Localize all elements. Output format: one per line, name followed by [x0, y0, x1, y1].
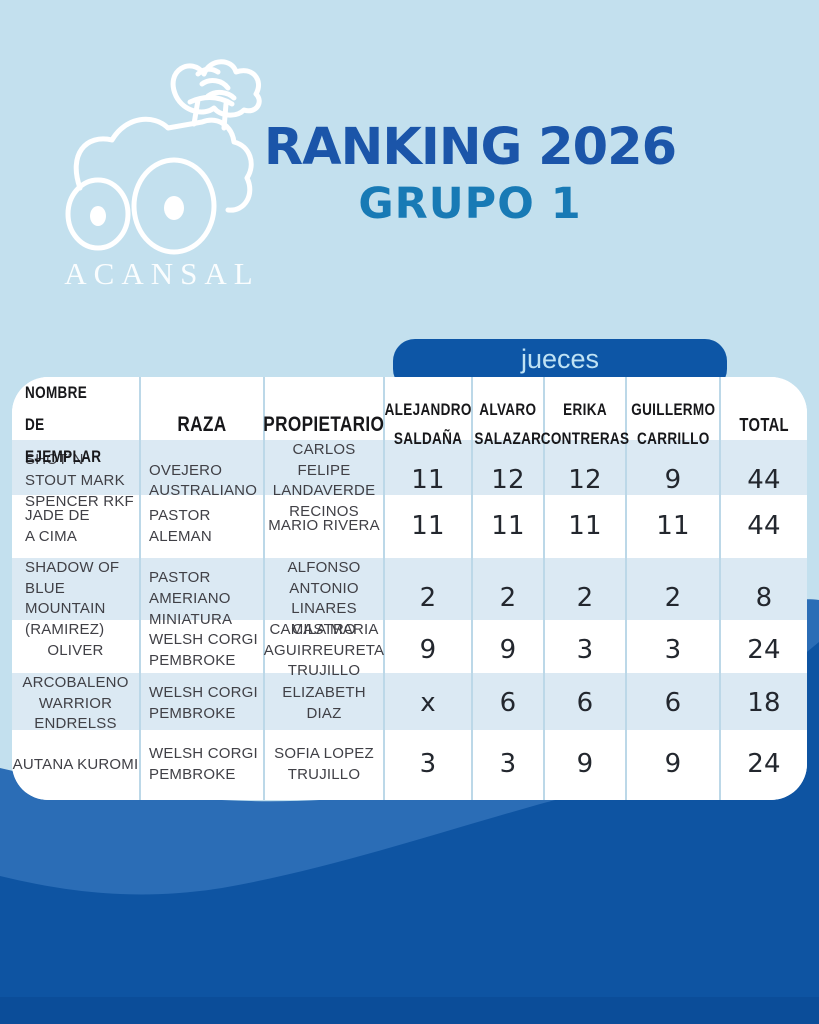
cell-breed: OVEJERO AUSTRALIANO: [141, 440, 265, 523]
cell-score-judge-2: 9: [473, 620, 545, 683]
col-header-total: TOTAL: [739, 414, 789, 435]
col-header-nombre: NOMBRE DE EJEMPLAR: [12, 377, 141, 474]
title-block: RANKING 2026 GRUPO 1: [250, 118, 690, 229]
cell-total: 24: [747, 749, 781, 780]
col-header-judge-2: ALVARO SALAZAR: [473, 377, 545, 474]
cell-total: 18: [747, 688, 781, 719]
page-subtitle: GRUPO 1: [358, 179, 582, 229]
cell-score-judge-1: x: [385, 673, 473, 736]
col-header-judge-4: GUILLERMO CARRILLO: [627, 377, 721, 474]
table-row: ARCOBALENO WARRIOR ENDRELSS WELSH CORGI …: [12, 673, 807, 736]
cell-name: AUTANA KUROMI: [12, 730, 141, 800]
ranking-table: NOMBRE DE EJEMPLAR RAZA PROPIETARIO ALEJ…: [12, 377, 807, 800]
cell-score-judge-4: 9: [627, 730, 721, 800]
table-row: OLIVER WELSH CORGI PEMBROKE CAMILA MARIA…: [12, 620, 807, 683]
cell-score-judge-4: 2: [627, 558, 721, 641]
cell-name: ARCOBALENO WARRIOR ENDRELSS: [12, 673, 141, 736]
cell-name: SHADOW OF BLUE MOUNTAIN (RAMIREZ): [12, 558, 141, 641]
cell-total: 44: [747, 465, 781, 496]
cell-score-judge-1: 2: [385, 558, 473, 641]
judges-group-label: jueces: [520, 344, 600, 374]
cell-owner: SOFIA LOPEZ TRUJILLO: [265, 730, 385, 800]
cell-score-judge-3: 11: [545, 495, 627, 558]
cell-score-judge-3: 12: [545, 440, 627, 523]
cell-name: JADE DE A CIMA: [12, 495, 141, 558]
table-row: SHADOW OF BLUE MOUNTAIN (RAMIREZ) PASTOR…: [12, 558, 807, 641]
cell-score-judge-4: 6: [627, 673, 721, 736]
cell-breed: WELSH CORGI PEMBROKE: [141, 730, 265, 800]
cell-score-judge-1: 11: [385, 440, 473, 523]
col-header-raza: RAZA: [141, 377, 265, 474]
cell-breed: WELSH CORGI PEMBROKE: [141, 673, 265, 736]
cell-owner: MARIO RIVERA: [265, 495, 385, 558]
cell-score-judge-1: 11: [385, 495, 473, 558]
cell-total: 44: [747, 510, 781, 541]
cell-score-judge-3: 9: [545, 730, 627, 800]
page-title: RANKING 2026: [263, 118, 677, 177]
cell-owner: ELIZABETH DIAZ: [265, 673, 385, 736]
cell-owner: CAMILA MARIA AGUIRREURETA TRUJILLO: [264, 620, 385, 683]
toy-dog-logo-icon: [65, 59, 262, 255]
cell-score-judge-2: 6: [473, 673, 545, 736]
logo-wordmark: ACANSAL: [64, 256, 260, 291]
col-header-propietario: PROPIETARIO: [264, 377, 385, 474]
cell-score-judge-2: 2: [473, 558, 545, 641]
table-row: JADE DE A CIMA PASTOR ALEMAN MARIO RIVER…: [12, 495, 807, 558]
table-header-row: NOMBRE DE EJEMPLAR RAZA PROPIETARIO ALEJ…: [12, 377, 807, 474]
table-row: AUTANA KUROMI WELSH CORGI PEMBROKE SOFIA…: [12, 730, 807, 800]
cell-score-judge-4: 9: [627, 440, 721, 523]
cell-total: 8: [755, 583, 773, 614]
cell-breed: WELSH CORGI PEMBROKE: [141, 620, 265, 683]
cell-score-judge-2: 3: [473, 730, 545, 800]
cell-name: SHOT´N STOUT MARK SPENCER RKF: [12, 440, 141, 523]
cell-score-judge-2: 12: [473, 440, 545, 523]
cell-score-judge-3: 3: [545, 620, 627, 683]
cell-score-judge-3: 2: [545, 558, 627, 641]
cell-total: 24: [747, 635, 781, 666]
cell-owner: ALFONSO ANTONIO LINARES CASTRO: [265, 558, 385, 641]
table-row: SHOT´N STOUT MARK SPENCER RKF OVEJERO AU…: [12, 440, 807, 523]
cell-score-judge-2: 11: [473, 495, 545, 558]
col-header-judge-3: ERIKA CONTRERAS: [541, 377, 629, 474]
cell-owner: CARLOS FELIPE LANDAVERDE RECINOS: [265, 440, 385, 523]
cell-name: OLIVER: [12, 620, 141, 683]
cell-score-judge-1: 9: [385, 620, 473, 683]
acansal-logo: ACANSAL: [52, 58, 272, 308]
cell-score-judge-4: 11: [627, 495, 721, 558]
col-header-judge-1: ALEJANDRO SALDAÑA: [384, 377, 473, 474]
cell-score-judge-4: 3: [627, 620, 721, 683]
cell-score-judge-1: 3: [385, 730, 473, 800]
cell-score-judge-3: 6: [545, 673, 627, 736]
cell-breed: PASTOR ALEMAN: [141, 495, 265, 558]
cell-breed: PASTOR AMERIANO MINIATURA: [141, 558, 265, 641]
